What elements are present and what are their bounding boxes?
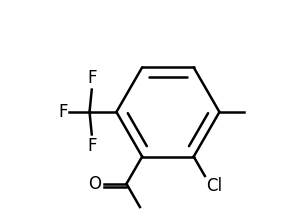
Text: F: F: [87, 137, 97, 155]
Text: F: F: [58, 103, 68, 121]
Text: F: F: [87, 69, 97, 87]
Text: Cl: Cl: [206, 177, 222, 195]
Text: O: O: [88, 175, 101, 193]
